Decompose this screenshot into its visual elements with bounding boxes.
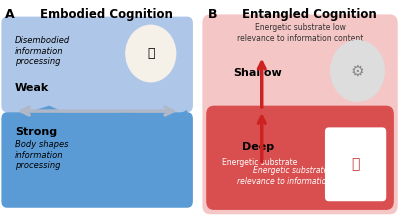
Text: 🧠: 🧠 [147,47,154,60]
Polygon shape [7,106,187,195]
Text: B: B [208,8,218,21]
Text: Strong: Strong [15,127,57,137]
FancyBboxPatch shape [1,112,193,208]
FancyBboxPatch shape [203,15,398,214]
Text: 🫀: 🫀 [154,162,163,176]
Text: 🌿: 🌿 [351,157,360,171]
FancyBboxPatch shape [206,106,394,210]
Text: Energetic substrate ̲h̲i̲g̲h
relevance to information content: Energetic substrate ̲h̲i̲g̲h relevance t… [237,167,363,186]
Text: Energetic substrate low
relevance to information content: Energetic substrate low relevance to inf… [237,23,363,42]
Text: Embodied Cognition: Embodied Cognition [40,8,173,21]
Text: Energetic substrate: Energetic substrate [222,158,300,167]
Text: ⚙: ⚙ [351,63,365,78]
Circle shape [126,25,176,82]
Circle shape [331,40,384,101]
Text: Disembodied
information
processing: Disembodied information processing [15,36,70,66]
FancyBboxPatch shape [325,127,386,201]
Text: Deep: Deep [242,142,274,152]
Text: A: A [5,8,15,21]
Text: Entangled Cognition: Entangled Cognition [242,8,377,21]
Text: Weak: Weak [15,83,49,93]
FancyBboxPatch shape [1,16,193,112]
Text: Shallow: Shallow [233,68,282,78]
Text: Body shapes
information
processing: Body shapes information processing [15,140,68,170]
